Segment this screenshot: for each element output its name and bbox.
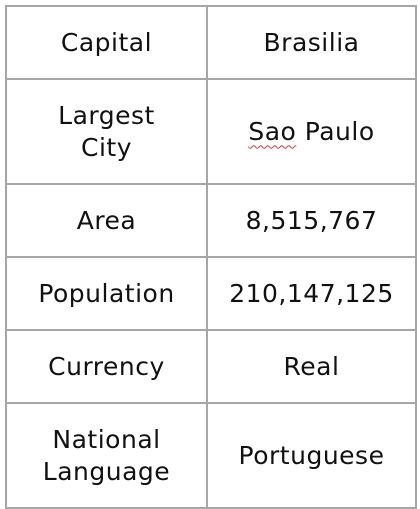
value-cell-area: 8,515,767 <box>206 183 417 258</box>
label-cell-area: Area <box>5 183 208 258</box>
table-row: Currency Real <box>5 329 417 404</box>
value-cell-capital: Brasilia <box>206 5 417 80</box>
value-cell-national-language: Portuguese <box>206 402 417 509</box>
value-cell-population: 210,147,125 <box>206 256 417 331</box>
country-facts-table: Capital Brasilia Largest City Sao Paulo … <box>5 5 417 509</box>
value-text: 8,515,767 <box>245 205 378 235</box>
label-cell-currency: Currency <box>5 329 208 404</box>
label-text: Capital <box>60 27 153 57</box>
label-cell-capital: Capital <box>5 5 208 80</box>
label-text: Currency <box>48 351 165 381</box>
value-text: Real <box>283 351 340 381</box>
label-text-line-2: Language <box>42 456 171 486</box>
label-text-line-1: National <box>52 424 161 454</box>
table-row: Area 8,515,767 <box>5 183 417 258</box>
table-row: Capital Brasilia <box>5 5 417 80</box>
label-text: Population <box>38 278 175 308</box>
table-row: Largest City Sao Paulo <box>5 78 417 185</box>
value-text: 210,147,125 <box>229 278 394 308</box>
table-row: Population 210,147,125 <box>5 256 417 331</box>
label-cell-population: Population <box>5 256 208 331</box>
label-cell-national-language: National Language <box>5 402 208 509</box>
label-text-line-2: City <box>81 132 132 162</box>
value-text: Paulo <box>296 116 375 146</box>
table-row: National Language Portuguese <box>5 402 417 509</box>
label-cell-largest-city: Largest City <box>5 78 208 185</box>
value-text: Brasilia <box>263 27 360 57</box>
label-text-line-1: Largest <box>58 100 155 130</box>
value-text: Portuguese <box>238 440 385 470</box>
value-cell-largest-city: Sao Paulo <box>206 78 417 185</box>
value-cell-currency: Real <box>206 329 417 404</box>
label-text: Area <box>76 205 137 235</box>
spellcheck-flagged-word[interactable]: Sao <box>248 116 297 146</box>
